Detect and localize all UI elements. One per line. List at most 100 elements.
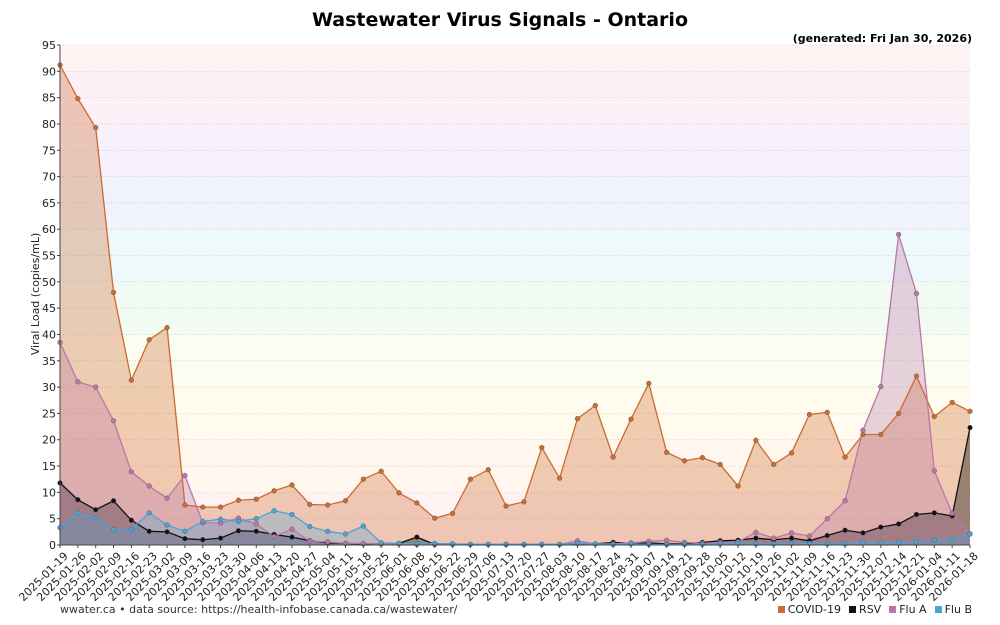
point-flu-b[interactable] [146, 510, 152, 516]
point-covid-19[interactable] [467, 476, 473, 482]
point-covid-19[interactable] [217, 504, 224, 510]
point-flu-b[interactable] [271, 508, 277, 514]
point-flu-b[interactable] [289, 511, 295, 518]
point-covid-19[interactable] [931, 413, 937, 420]
point-flu-a[interactable] [949, 510, 955, 517]
point-flu-b[interactable] [235, 518, 242, 524]
point-flu-a[interactable] [753, 529, 759, 535]
point-covid-19[interactable] [432, 515, 438, 521]
point-flu-b[interactable] [182, 528, 188, 534]
point-flu-a[interactable] [860, 427, 866, 433]
point-flu-b[interactable] [128, 526, 134, 532]
point-covid-19[interactable] [681, 458, 688, 464]
point-flu-a[interactable] [182, 472, 188, 479]
point-covid-19[interactable] [806, 411, 813, 418]
point-covid-19[interactable] [664, 449, 670, 455]
point-flu-a[interactable] [878, 383, 884, 390]
point-covid-19[interactable] [449, 510, 456, 517]
point-flu-a[interactable] [806, 533, 813, 539]
point-covid-19[interactable] [253, 496, 259, 502]
point-rsv[interactable] [146, 528, 152, 534]
point-rsv[interactable] [896, 521, 902, 527]
point-rsv[interactable] [217, 535, 224, 541]
point-flu-a[interactable] [931, 468, 937, 474]
point-covid-19[interactable] [164, 325, 170, 331]
point-covid-19[interactable] [360, 476, 366, 482]
point-covid-19[interactable] [378, 468, 384, 474]
point-flu-a[interactable] [93, 384, 99, 390]
point-covid-19[interactable] [896, 410, 902, 417]
point-flu-b[interactable] [949, 537, 955, 543]
legend-item-flu-a[interactable]: Flu A [889, 603, 927, 616]
point-rsv[interactable] [128, 517, 134, 523]
point-flu-b[interactable] [967, 531, 973, 537]
point-rsv[interactable] [753, 535, 759, 541]
legend-item-flu-b[interactable]: Flu B [934, 603, 972, 616]
point-flu-b[interactable] [860, 539, 866, 545]
point-covid-19[interactable] [557, 475, 563, 481]
point-rsv[interactable] [75, 497, 81, 503]
point-covid-19[interactable] [574, 416, 581, 422]
point-covid-19[interactable] [307, 501, 313, 508]
point-flu-a[interactable] [128, 469, 134, 475]
point-flu-b[interactable] [342, 531, 349, 537]
point-covid-19[interactable] [967, 408, 973, 414]
point-flu-b[interactable] [931, 537, 937, 543]
point-flu-b[interactable] [200, 518, 206, 524]
point-covid-19[interactable] [592, 402, 598, 409]
point-covid-19[interactable] [93, 125, 99, 131]
point-flu-b[interactable] [75, 510, 81, 516]
point-covid-19[interactable] [771, 461, 777, 468]
point-covid-19[interactable] [646, 380, 652, 387]
point-flu-a[interactable] [325, 539, 331, 545]
point-flu-b[interactable] [164, 522, 170, 528]
point-flu-a[interactable] [289, 526, 295, 532]
point-covid-19[interactable] [146, 337, 152, 343]
point-rsv[interactable] [913, 511, 920, 518]
point-rsv[interactable] [824, 532, 830, 539]
point-flu-a[interactable] [271, 533, 277, 540]
point-covid-19[interactable] [235, 497, 242, 503]
point-covid-19[interactable] [610, 454, 616, 460]
point-rsv[interactable] [878, 524, 884, 530]
point-covid-19[interactable] [271, 488, 277, 494]
point-flu-a[interactable] [75, 379, 81, 385]
point-flu-b[interactable] [325, 528, 331, 534]
point-covid-19[interactable] [396, 490, 402, 496]
point-rsv[interactable] [93, 507, 99, 513]
point-covid-19[interactable] [414, 500, 420, 506]
point-flu-a[interactable] [896, 231, 902, 238]
point-flu-a[interactable] [824, 516, 830, 522]
point-covid-19[interactable] [128, 377, 134, 383]
point-covid-19[interactable] [485, 467, 491, 473]
point-flu-b[interactable] [913, 539, 920, 545]
point-covid-19[interactable] [717, 461, 723, 468]
point-covid-19[interactable] [699, 455, 705, 461]
point-rsv[interactable] [967, 425, 973, 431]
point-flu-b[interactable] [217, 516, 224, 522]
point-rsv[interactable] [842, 527, 848, 533]
point-flu-b[interactable] [253, 516, 259, 522]
point-covid-19[interactable] [521, 499, 527, 505]
point-flu-a[interactable] [842, 498, 848, 504]
point-covid-19[interactable] [75, 96, 81, 102]
point-covid-19[interactable] [342, 498, 349, 504]
point-covid-19[interactable] [110, 289, 117, 295]
point-flu-a[interactable] [771, 535, 777, 541]
point-flu-b[interactable] [110, 527, 117, 533]
point-flu-b[interactable] [93, 515, 99, 521]
point-covid-19[interactable] [753, 437, 759, 443]
point-covid-19[interactable] [539, 445, 545, 451]
point-covid-19[interactable] [735, 483, 741, 489]
point-covid-19[interactable] [628, 416, 634, 422]
point-covid-19[interactable] [325, 502, 331, 508]
point-flu-b[interactable] [896, 539, 902, 545]
point-rsv[interactable] [110, 498, 117, 504]
point-rsv[interactable] [253, 528, 259, 534]
point-rsv[interactable] [788, 535, 795, 541]
point-rsv[interactable] [164, 529, 170, 535]
point-flu-a[interactable] [307, 538, 313, 544]
point-rsv[interactable] [200, 537, 206, 543]
point-flu-a[interactable] [146, 483, 152, 489]
point-flu-a[interactable] [110, 418, 117, 424]
